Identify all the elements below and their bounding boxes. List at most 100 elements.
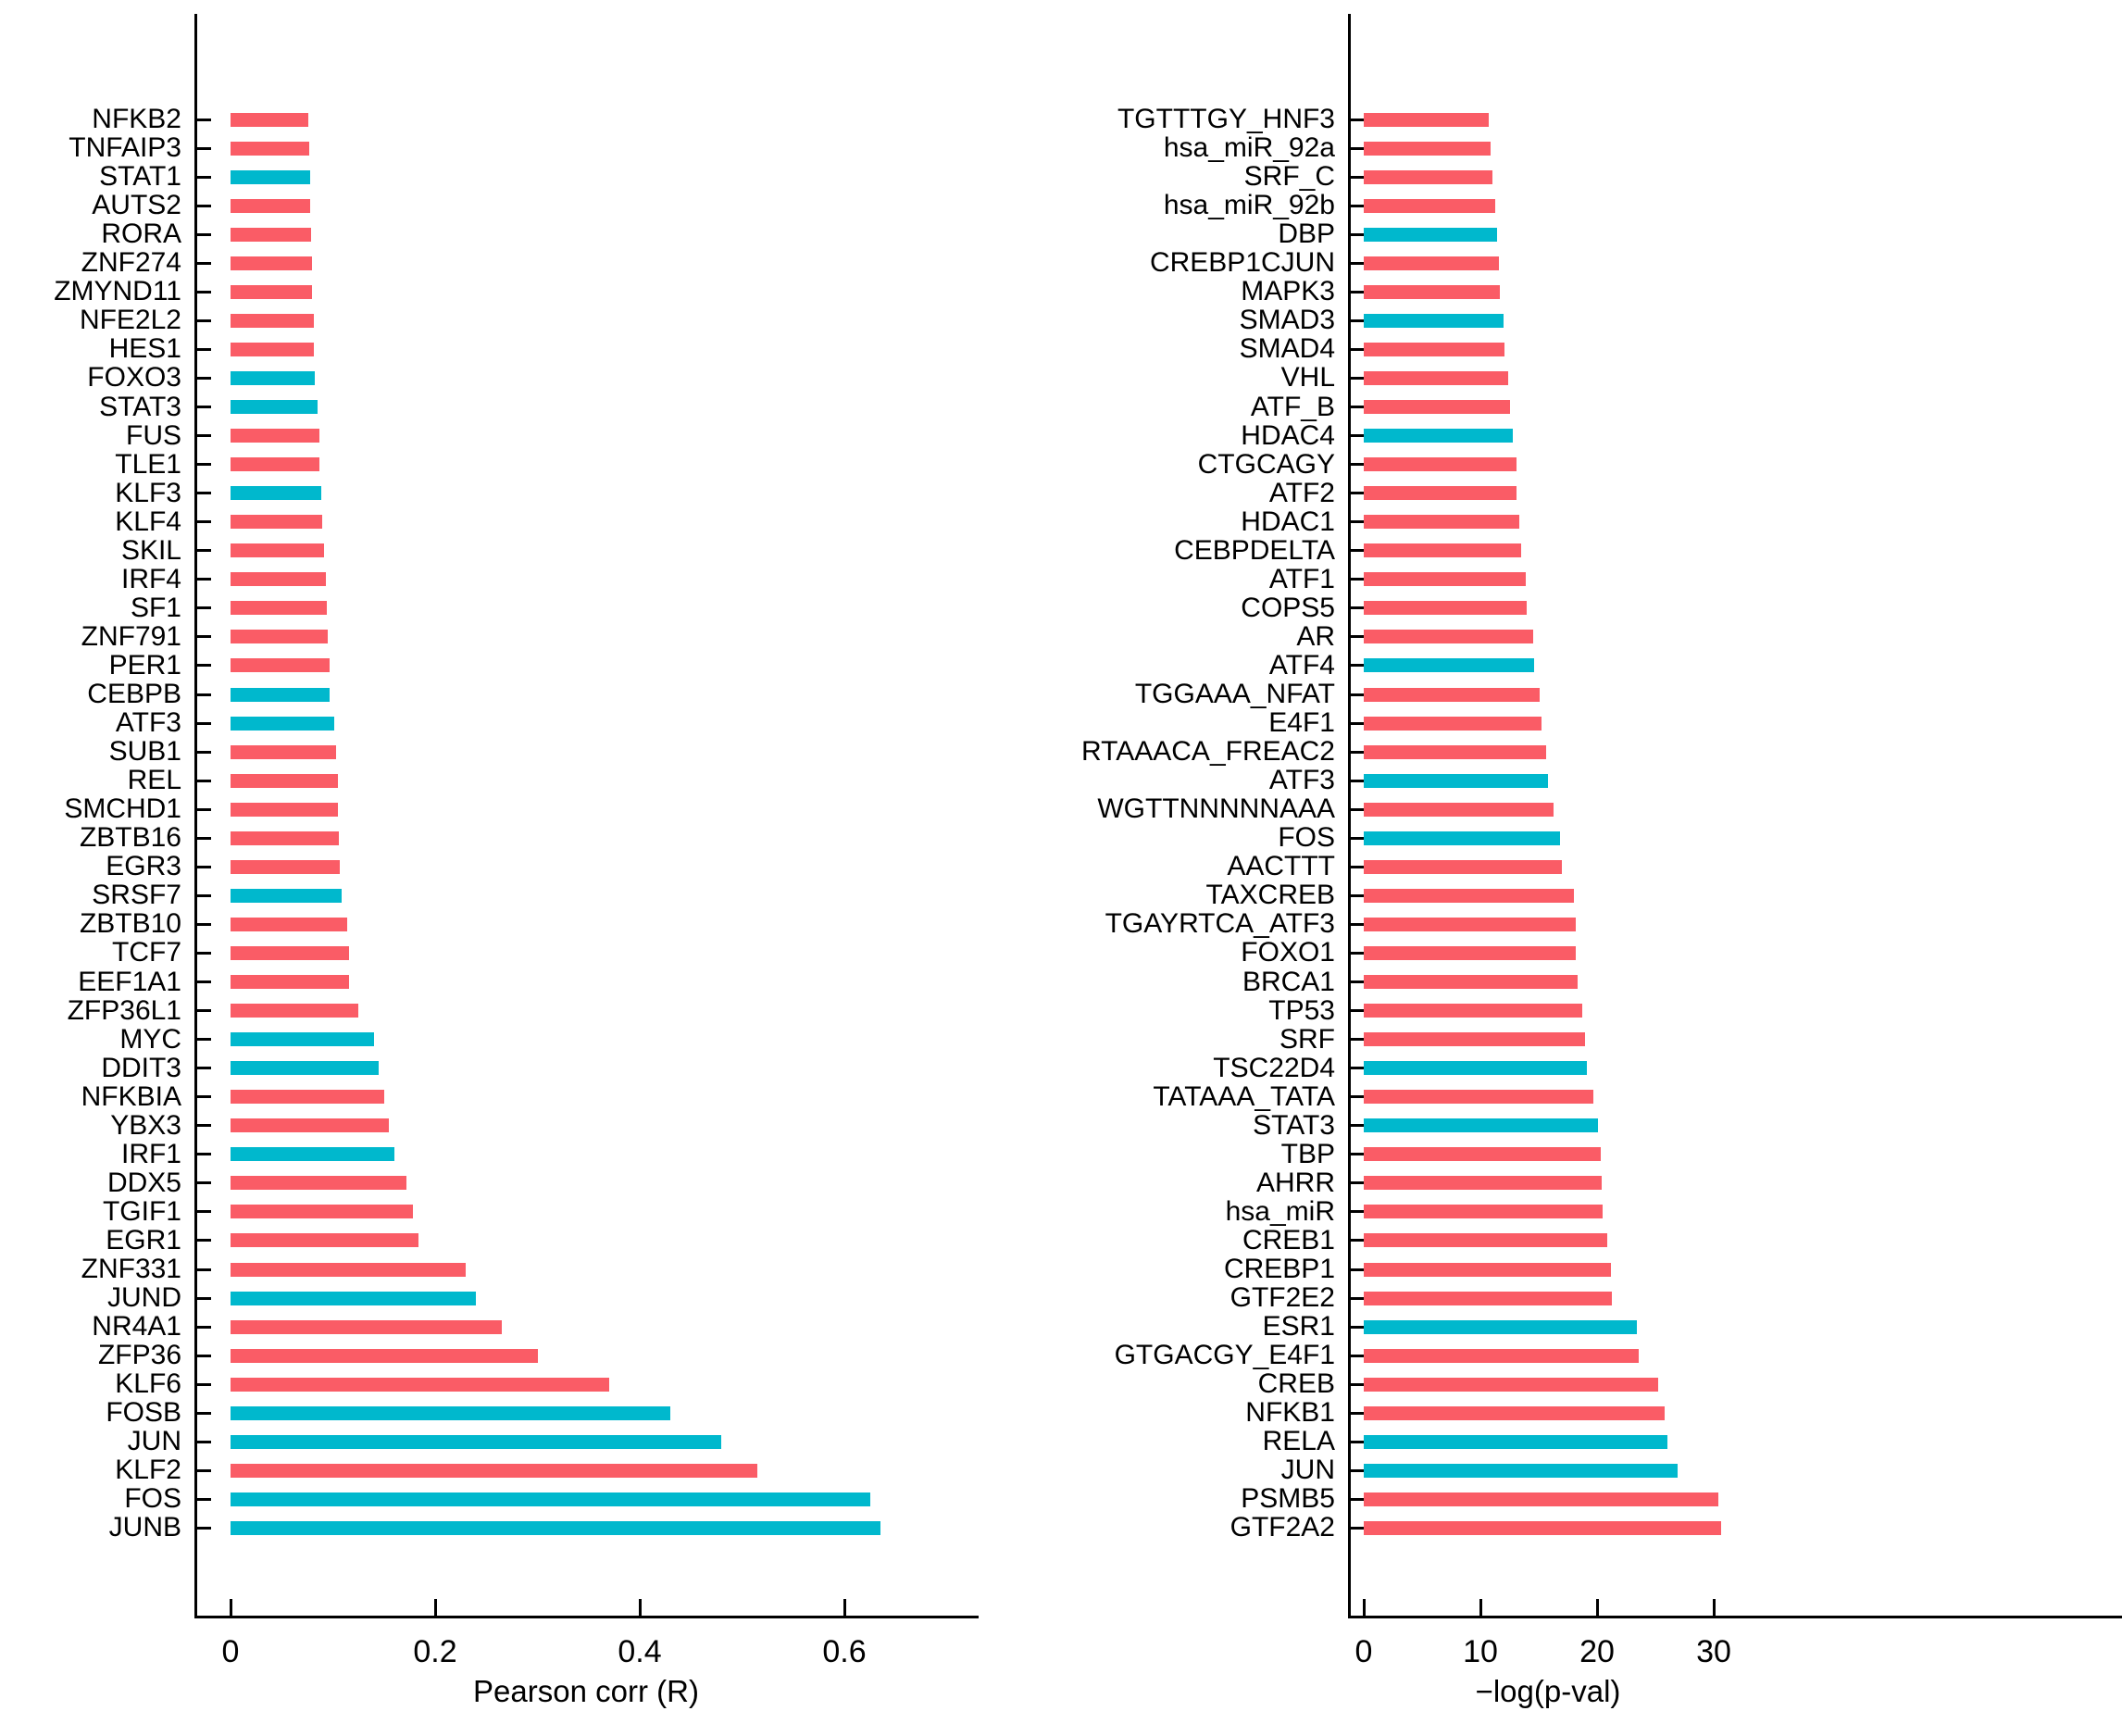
- row-label: STAT3: [99, 391, 181, 422]
- row-label: RORA: [101, 219, 181, 250]
- bar: [1364, 1176, 1603, 1191]
- y-tick: [1351, 836, 1365, 840]
- y-tick: [197, 175, 211, 179]
- row-label: TLE1: [115, 448, 181, 480]
- row-label: FOXO3: [87, 362, 181, 393]
- row-label: ATF3: [115, 707, 181, 739]
- bar: [231, 888, 343, 903]
- row-label: TBP: [1280, 1138, 1335, 1169]
- row-label: AACTTT: [1227, 851, 1335, 882]
- row-label: FOXO1: [1241, 937, 1335, 968]
- row-label: DBP: [1278, 219, 1335, 250]
- y-tick: [197, 1095, 211, 1099]
- row-label: hsa_miR: [1225, 1195, 1335, 1227]
- bar: [231, 1205, 413, 1219]
- bar: [231, 313, 314, 328]
- y-tick: [1351, 1239, 1365, 1243]
- x-tick-label: 0: [221, 1634, 240, 1669]
- bar: [1364, 457, 1517, 472]
- bar: [1364, 630, 1533, 644]
- bar: [231, 945, 350, 960]
- y-tick: [197, 1067, 211, 1070]
- bar: [231, 630, 328, 644]
- row-label: TAXCREB: [1205, 880, 1335, 911]
- bar: [231, 1090, 384, 1105]
- y-tick: [1351, 492, 1365, 495]
- y-tick: [1351, 922, 1365, 926]
- y-tick: [197, 1440, 211, 1443]
- bar: [1364, 945, 1577, 960]
- row-label: CEBPB: [87, 679, 181, 709]
- row-label: SMAD4: [1239, 333, 1335, 365]
- y-tick: [1351, 290, 1365, 293]
- bar: [231, 917, 347, 931]
- x-tick-label: 20: [1579, 1634, 1615, 1669]
- x-tick-label: 0: [1354, 1634, 1373, 1669]
- row-label: NR4A1: [92, 1311, 181, 1343]
- y-tick: [1351, 721, 1365, 725]
- row-label: GTF2E2: [1230, 1282, 1335, 1314]
- y-tick: [197, 146, 211, 150]
- x-axis-title-right: −log(p-val): [1475, 1674, 1621, 1708]
- row-label: ZNF274: [81, 247, 181, 279]
- bar: [231, 112, 308, 127]
- bar: [1364, 227, 1497, 242]
- y-tick: [197, 204, 211, 207]
- row-label: AHRR: [1255, 1167, 1335, 1198]
- row-label: NFKB2: [92, 104, 181, 134]
- row-label: JUN: [127, 1426, 181, 1457]
- bar: [231, 1405, 671, 1420]
- bar: [231, 802, 339, 817]
- row-label: TGTTTGY_HNF3: [1117, 104, 1335, 134]
- x-axis-line: [194, 1616, 979, 1618]
- bar: [231, 1233, 419, 1248]
- y-tick: [197, 1038, 211, 1042]
- bar: [231, 169, 311, 184]
- row-label: hsa_miR_92b: [1163, 190, 1335, 221]
- bar: [231, 1176, 407, 1191]
- y-tick: [1351, 1526, 1365, 1530]
- row-label: SF1: [130, 592, 181, 623]
- bar: [1364, 859, 1563, 874]
- y-tick: [197, 1382, 211, 1386]
- bar: [1364, 1463, 1678, 1478]
- y-tick: [197, 347, 211, 351]
- row-label: SUB1: [108, 736, 181, 768]
- bar: [231, 515, 323, 530]
- row-label: CREB1: [1242, 1224, 1335, 1255]
- y-tick: [1351, 1354, 1365, 1357]
- x-tick: [843, 1599, 846, 1616]
- bar: [231, 141, 310, 156]
- y-tick: [1351, 578, 1365, 581]
- bar: [231, 773, 339, 788]
- y-tick: [1351, 1124, 1365, 1128]
- y-tick: [197, 261, 211, 265]
- y-tick: [1351, 1067, 1365, 1070]
- row-label: ATF3: [1268, 765, 1335, 796]
- bar: [1364, 256, 1500, 270]
- x-tick: [638, 1599, 642, 1616]
- bar: [231, 227, 312, 242]
- y-tick: [1351, 1038, 1365, 1042]
- y-tick: [1351, 1153, 1365, 1156]
- y-tick: [197, 606, 211, 610]
- y-tick: [1351, 1382, 1365, 1386]
- bar: [1364, 1147, 1601, 1162]
- row-label: MAPK3: [1241, 276, 1335, 307]
- y-tick: [197, 1124, 211, 1128]
- x-tick: [1479, 1599, 1482, 1616]
- row-label: WGTTNNNNNAAA: [1097, 793, 1335, 825]
- row-label: EGR1: [106, 1224, 181, 1255]
- row-label: TSC22D4: [1213, 1052, 1335, 1083]
- row-label: SMAD3: [1239, 305, 1335, 336]
- y-tick: [197, 1468, 211, 1472]
- row-label: ZBTB16: [79, 822, 181, 854]
- row-label: ZNF791: [81, 620, 181, 652]
- y-tick: [197, 664, 211, 668]
- bar: [231, 601, 327, 616]
- row-label: SRF: [1279, 1023, 1335, 1055]
- bar: [1364, 1520, 1721, 1535]
- y-tick: [197, 232, 211, 236]
- y-tick: [197, 290, 211, 293]
